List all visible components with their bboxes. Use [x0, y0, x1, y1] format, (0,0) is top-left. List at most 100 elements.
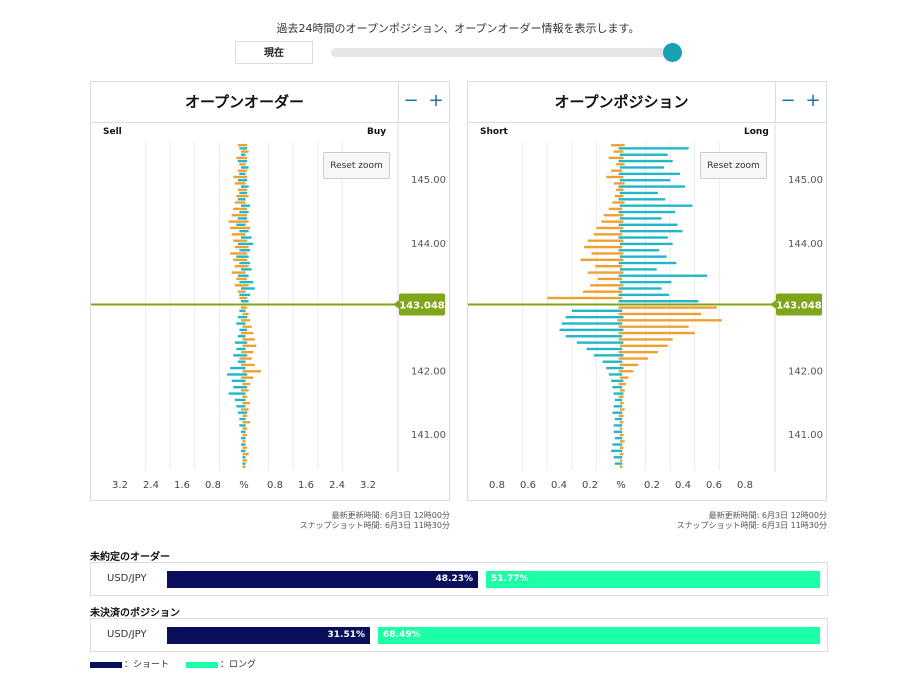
bar-right	[244, 274, 249, 277]
bar-left	[618, 223, 621, 226]
bar-left	[613, 392, 621, 395]
bar-left	[234, 265, 244, 268]
orders-short-percent: 48.23%	[435, 574, 474, 584]
x-center-label: %	[239, 480, 249, 491]
bar-left	[618, 325, 621, 328]
bar-right	[244, 217, 248, 220]
bar-right	[621, 440, 625, 443]
x-tick-label: 3.2	[112, 480, 128, 491]
bar-right	[244, 242, 254, 246]
bar-left	[239, 424, 244, 427]
bar-left	[237, 143, 244, 147]
bar-left	[614, 194, 621, 198]
bar-left	[242, 401, 244, 405]
bar-right	[244, 427, 248, 430]
orders-chart[interactable]: 145.00 144.00 142.00 141.00 143.048 3.2 2.4 1.6…	[91, 122, 449, 500]
bar-right	[244, 350, 254, 354]
bar-right	[621, 245, 623, 249]
bar-right	[621, 293, 669, 297]
bar-right	[621, 188, 624, 191]
time-slider-thumb[interactable]	[663, 43, 682, 62]
orders-long-bar: 51.77%	[486, 571, 820, 588]
bar-left	[240, 449, 244, 453]
bar-left	[240, 430, 244, 433]
bar-right	[621, 163, 625, 166]
bar-right	[621, 421, 624, 424]
bar-right	[621, 220, 624, 223]
bar-right	[621, 252, 624, 255]
positions-chart[interactable]: 145.00 144.00 142.00 141.00 143.048 0.8 0.6 0.4…	[468, 122, 826, 500]
bar-left	[619, 217, 621, 220]
bar-left	[237, 179, 244, 182]
x-tick-label: 0.8	[267, 480, 283, 491]
bar-left	[231, 214, 244, 217]
bar-right	[621, 424, 623, 427]
bar-right	[621, 261, 677, 265]
bar-right	[621, 446, 624, 449]
bar-left	[240, 319, 244, 322]
bar-right	[244, 185, 249, 188]
bar-right	[621, 363, 639, 367]
bar-right	[244, 389, 249, 392]
bar-right	[621, 214, 624, 217]
orders-reset-zoom-button[interactable]: Reset zoom	[323, 152, 390, 179]
bar-left	[242, 421, 244, 424]
bar-left	[619, 363, 621, 367]
bar-left	[601, 220, 621, 223]
bar-right	[621, 242, 673, 246]
positions-reset-zoom-button[interactable]: Reset zoom	[700, 152, 767, 179]
now-button[interactable]: 現在	[235, 41, 313, 64]
time-slider-track[interactable]	[331, 48, 673, 57]
bar-right	[621, 229, 683, 233]
bar-right	[621, 226, 624, 230]
orders-zoom-out-button[interactable]: −	[403, 90, 419, 111]
bar-right	[621, 182, 625, 185]
bar-right	[244, 153, 246, 156]
bar-left	[619, 242, 621, 246]
price-tick-label: 142.00	[788, 366, 823, 377]
bar-right	[621, 185, 685, 188]
positions-zoom-in-button[interactable]: +	[805, 90, 821, 111]
bar-left	[237, 274, 244, 277]
orders-zoom-in-button[interactable]: +	[428, 90, 444, 111]
bar-right	[621, 265, 623, 268]
bar-left	[612, 411, 621, 414]
bar-left	[236, 405, 244, 408]
price-tick-label: 141.00	[788, 430, 823, 441]
bar-left	[619, 421, 621, 424]
orders-summary-pair: USD/JPY	[107, 573, 147, 584]
bar-right	[244, 408, 249, 411]
bar-right	[244, 147, 248, 150]
bar-right	[621, 287, 662, 290]
bar-left	[239, 293, 244, 297]
positions-zoom-out-button[interactable]: −	[780, 90, 796, 111]
bar-left	[237, 169, 244, 172]
bar-right	[621, 449, 623, 453]
bar-right	[621, 309, 623, 312]
bar-right	[621, 401, 624, 405]
bar-left	[240, 268, 244, 271]
bar-left	[234, 201, 244, 204]
bar-left	[619, 166, 621, 169]
bar-left	[618, 306, 621, 309]
bar-right	[621, 370, 634, 373]
bar-left	[613, 182, 621, 185]
bar-right	[244, 290, 246, 293]
bar-left	[242, 456, 244, 459]
bar-left	[612, 443, 621, 446]
bar-right	[244, 411, 248, 414]
bar-right	[621, 150, 624, 153]
bar-right	[621, 331, 695, 335]
positions-short-percent: 31.51%	[327, 630, 366, 640]
bar-left	[619, 255, 621, 258]
bar-left	[619, 452, 621, 456]
orders-short-bar: 48.23%	[167, 571, 478, 588]
bar-right	[244, 436, 246, 440]
bar-right	[621, 456, 623, 459]
bar-left	[239, 417, 244, 421]
bar-right	[621, 179, 671, 182]
orders-buy-label: Buy	[367, 127, 387, 137]
bar-left	[240, 306, 244, 309]
bar-left	[242, 344, 244, 347]
bar-right	[244, 236, 252, 239]
